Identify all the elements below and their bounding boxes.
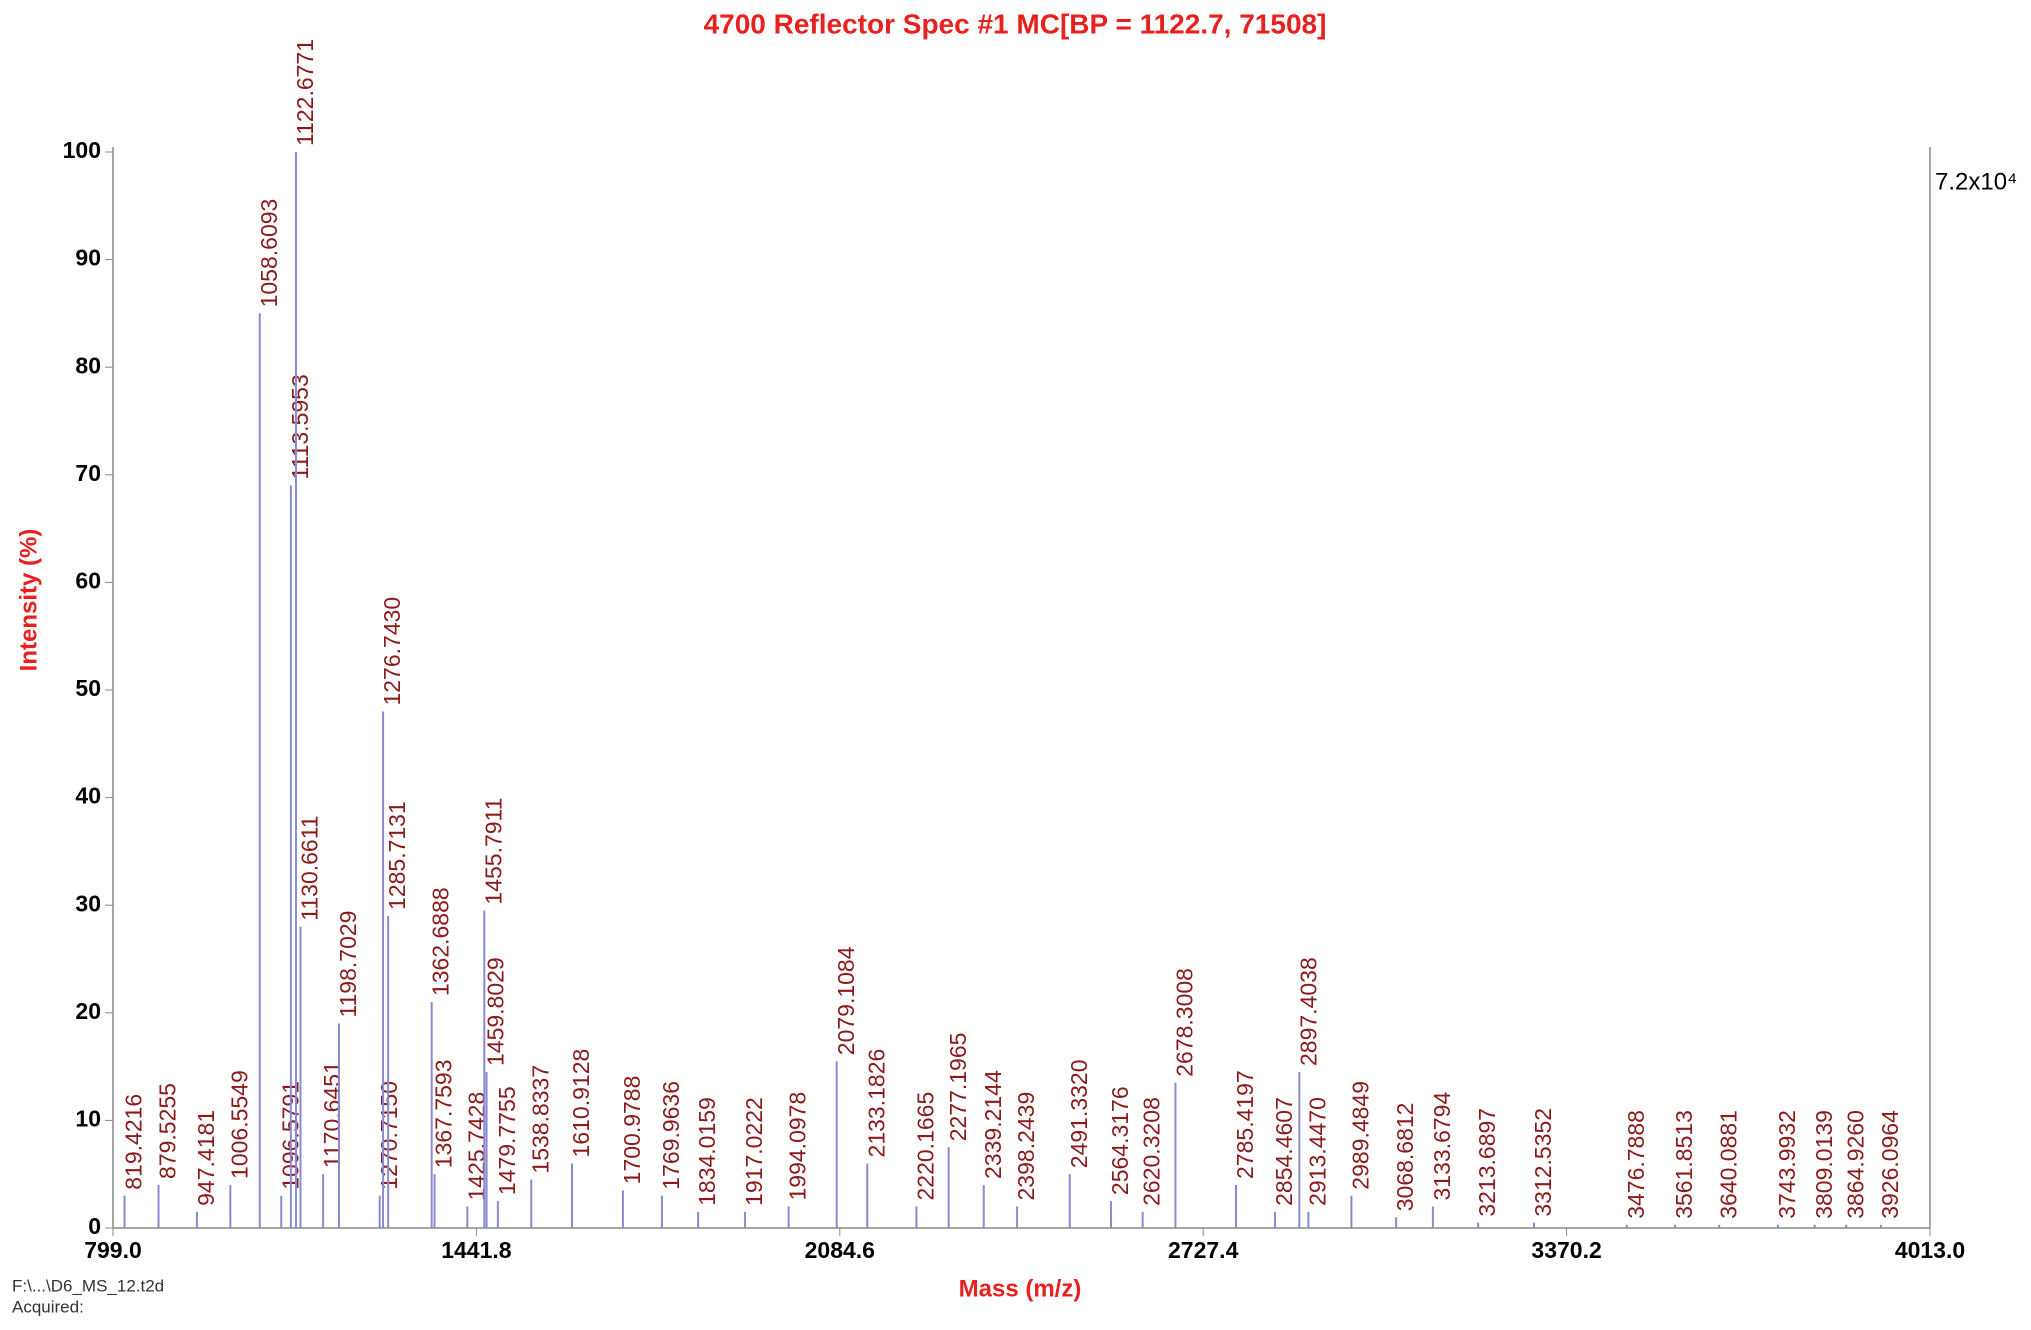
peak-label: 1276.7430 <box>379 597 405 706</box>
peak-label: 2989.4849 <box>1347 1081 1373 1190</box>
peak-label: 1455.7911 <box>480 798 506 905</box>
x-tick-label: 2084.6 <box>805 1237 875 1263</box>
peak-label: 1367.7593 <box>431 1059 457 1168</box>
peak-label: 2398.2439 <box>1013 1092 1039 1201</box>
peak-label: 2897.4038 <box>1295 957 1321 1066</box>
y-tick-label: 10 <box>75 1105 101 1131</box>
peak-label: 1769.9636 <box>658 1081 684 1190</box>
y-axis-title: Intensity (%) <box>15 529 42 672</box>
peak-label: 3312.5352 <box>1530 1108 1556 1217</box>
chart-title: 4700 Reflector Spec #1 MC[BP = 1122.7, 7… <box>704 8 1327 39</box>
peak-label: 819.4216 <box>121 1094 147 1190</box>
peak-label: 3133.6794 <box>1429 1092 1455 1201</box>
peak-label: 1130.6611 <box>297 815 323 920</box>
y-tick-label: 30 <box>75 890 101 916</box>
peak-label: 1058.6093 <box>256 199 282 308</box>
peak-label: 2133.1826 <box>863 1049 889 1158</box>
y-tick-label: 50 <box>75 675 101 701</box>
peak-label: 2491.3320 <box>1066 1059 1092 1168</box>
peak-label: 3864.9260 <box>1842 1110 1868 1219</box>
peak-label: 1006.5549 <box>226 1070 252 1179</box>
x-tick-label: 799.0 <box>84 1237 142 1263</box>
scale-annotation: 7.2x10⁴ <box>1935 168 2017 195</box>
peak-label: 2277.1965 <box>945 1033 971 1142</box>
peak-label: 879.5255 <box>155 1083 181 1179</box>
peak-label: 2620.3208 <box>1139 1097 1165 1206</box>
peak-label: 3926.0964 <box>1877 1110 1903 1219</box>
x-tick-label: 1441.8 <box>441 1237 512 1263</box>
peak-label: 1170.6451 <box>319 1061 345 1168</box>
x-tick-label: 2727.4 <box>1168 1237 1239 1263</box>
peak-label: 2339.2144 <box>980 1070 1006 1179</box>
y-tick-label: 90 <box>75 245 101 271</box>
peak-label: 1459.8029 <box>483 957 509 1066</box>
peak-label: 1285.7131 <box>384 801 410 910</box>
peak-label: 2220.1665 <box>913 1092 939 1201</box>
peak-label: 1113.5953 <box>287 374 313 479</box>
x-axis-title: Mass (m/z) <box>959 1275 1082 1302</box>
peak-label: 2678.3008 <box>1172 968 1198 1077</box>
y-tick-label: 100 <box>63 137 101 163</box>
peak-label: 1610.9128 <box>568 1049 594 1158</box>
peak-label: 2913.4470 <box>1304 1097 1330 1206</box>
peak-label: 3809.0139 <box>1811 1110 1837 1219</box>
peak-label: 1425.7428 <box>463 1092 489 1201</box>
y-tick-label: 0 <box>88 1213 101 1239</box>
peak-label: 1994.0978 <box>785 1092 811 1201</box>
y-tick-label: 40 <box>75 783 101 809</box>
peak-label: 3068.6812 <box>1392 1103 1418 1212</box>
peak-label: 1479.7755 <box>494 1086 520 1195</box>
peak-label: 2564.3176 <box>1107 1086 1133 1195</box>
peak-label: 3640.0881 <box>1715 1110 1741 1219</box>
peak-label: 1834.0159 <box>694 1097 720 1206</box>
peak-label: 2854.4607 <box>1271 1097 1297 1206</box>
peak-label: 1700.9788 <box>619 1076 645 1185</box>
peak-label: 3213.6897 <box>1474 1108 1500 1217</box>
peak-label: 1538.8337 <box>527 1065 553 1174</box>
y-tick-label: 70 <box>75 460 101 486</box>
peak-label: 1362.6888 <box>428 887 454 996</box>
y-tick-label: 20 <box>75 998 101 1024</box>
peak-label: 1917.0222 <box>741 1097 767 1206</box>
peak-label: 3743.9932 <box>1774 1110 1800 1219</box>
acquired-note: Acquired: <box>12 1297 84 1316</box>
x-tick-label: 4013.0 <box>1895 1237 1965 1263</box>
y-tick-label: 60 <box>75 567 101 593</box>
y-tick-label: 80 <box>75 352 101 378</box>
peak-label: 2785.4197 <box>1232 1070 1258 1179</box>
x-tick-label: 3370.2 <box>1531 1237 1601 1263</box>
peak-label: 947.4181 <box>193 1110 219 1206</box>
peak-label: 2079.1084 <box>833 946 859 1055</box>
peak-label: 1122.6771 <box>292 39 318 146</box>
peak-label: 3476.7888 <box>1623 1110 1649 1219</box>
peak-label: 1198.7029 <box>335 911 361 1018</box>
file-note: F:\...\D6_MS_12.t2d <box>12 1276 164 1295</box>
peak-label: 3561.8513 <box>1671 1110 1697 1219</box>
